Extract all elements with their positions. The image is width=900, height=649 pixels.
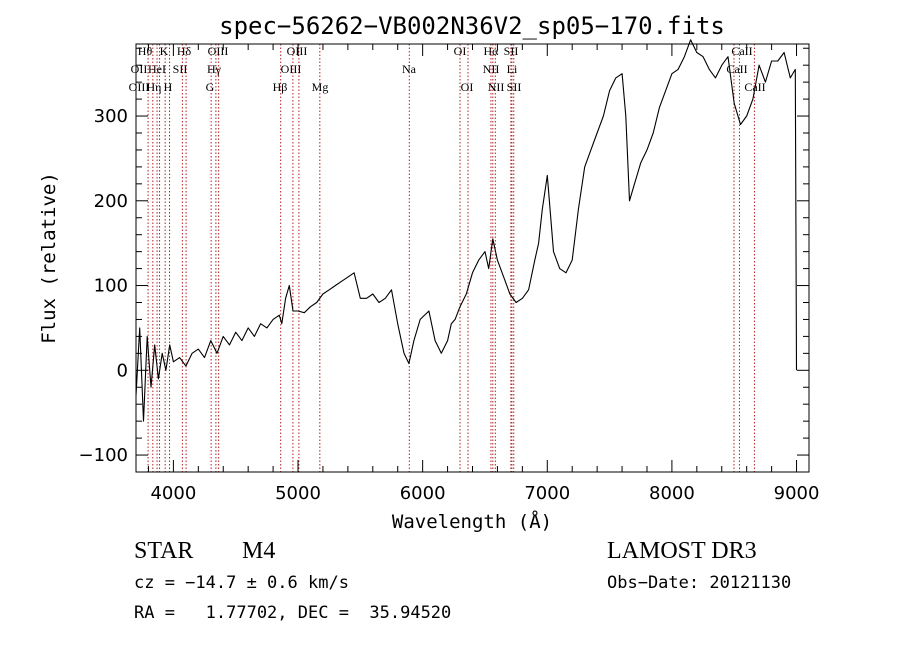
- line-label-2-4: Hβ: [273, 80, 288, 94]
- line-labels: Hθ K Hδ OIII OIII OI Hα SII CaII OII HeI SII Hγ OIII N…: [129, 44, 766, 94]
- redshift-cz: cz = −14.7 ± 0.6 km/s: [134, 573, 349, 593]
- line-label-0-1: K: [160, 44, 169, 58]
- line-label-0-7: SII: [504, 44, 519, 58]
- object-class: STAR: [134, 538, 194, 564]
- coordinates: RA = 1.77702, DEC = 35.94520: [134, 603, 452, 623]
- line-label-0-2: Hδ: [177, 44, 192, 58]
- line-label-2-0: OIII: [129, 80, 150, 94]
- line-label-1-2: SII: [173, 62, 188, 76]
- x-tick-label-7000: 7000: [524, 483, 570, 504]
- line-label-0-0: Hθ: [138, 44, 153, 58]
- x-tick-label-4000: 4000: [150, 483, 196, 504]
- line-label-2-8: SII: [507, 80, 522, 94]
- line-label-0-3: OIII: [208, 44, 229, 58]
- line-label-2-7: NII: [488, 80, 505, 94]
- line-label-1-6: NII: [483, 62, 500, 76]
- y-axis-label: Flux (relative): [38, 172, 60, 344]
- line-label-1-8: CaII: [726, 62, 747, 76]
- line-label-2-3: G: [206, 80, 215, 94]
- y-tick-label--100: −100: [79, 445, 128, 466]
- y-tick-label-300: 300: [94, 106, 128, 127]
- line-label-1-7: Li: [507, 62, 518, 76]
- chart-title: spec−56262−VB002N36V2_sp05−170.fits: [219, 12, 725, 40]
- line-markers: [147, 44, 755, 472]
- line-label-2-5: Mg: [312, 80, 329, 94]
- x-tick-label-9000: 9000: [774, 483, 820, 504]
- plot-frame: [135, 43, 810, 473]
- x-axis-label: Wavelength (Å): [392, 510, 552, 533]
- line-label-0-8: CaII: [731, 44, 752, 58]
- line-label-0-6: Hα: [484, 44, 500, 58]
- y-tick-label-0: 0: [117, 360, 128, 381]
- series-spectrum: [135, 39, 798, 422]
- x-tick-label-6000: 6000: [400, 483, 446, 504]
- series-layer: [135, 39, 798, 422]
- object-subclass: M4: [242, 538, 276, 564]
- line-label-1-5: Na: [402, 62, 417, 76]
- line-label-0-5: OI: [454, 44, 467, 58]
- line-label-1-0: OII: [131, 62, 148, 76]
- line-label-0-4: OIII: [287, 44, 308, 58]
- observation-date: Obs−Date: 20121130: [607, 573, 792, 593]
- y-axis: −100 0 100 200 300: [79, 47, 809, 466]
- survey-name: LAMOST DR3: [607, 538, 757, 564]
- x-axis: 4000 5000 6000 7000 8000 9000: [147, 44, 820, 504]
- line-label-2-2: H: [164, 80, 173, 94]
- line-label-1-4: OIII: [281, 62, 302, 76]
- line-label-1-1: HeI: [148, 62, 166, 76]
- line-label-2-6: OI: [461, 80, 474, 94]
- x-tick-label-8000: 8000: [649, 483, 695, 504]
- x-tick-label-5000: 5000: [275, 483, 321, 504]
- line-label-2-1: Hη: [147, 80, 162, 94]
- y-tick-label-100: 100: [94, 276, 128, 297]
- y-tick-label-200: 200: [94, 191, 128, 212]
- line-label-1-3: Hγ: [207, 62, 222, 76]
